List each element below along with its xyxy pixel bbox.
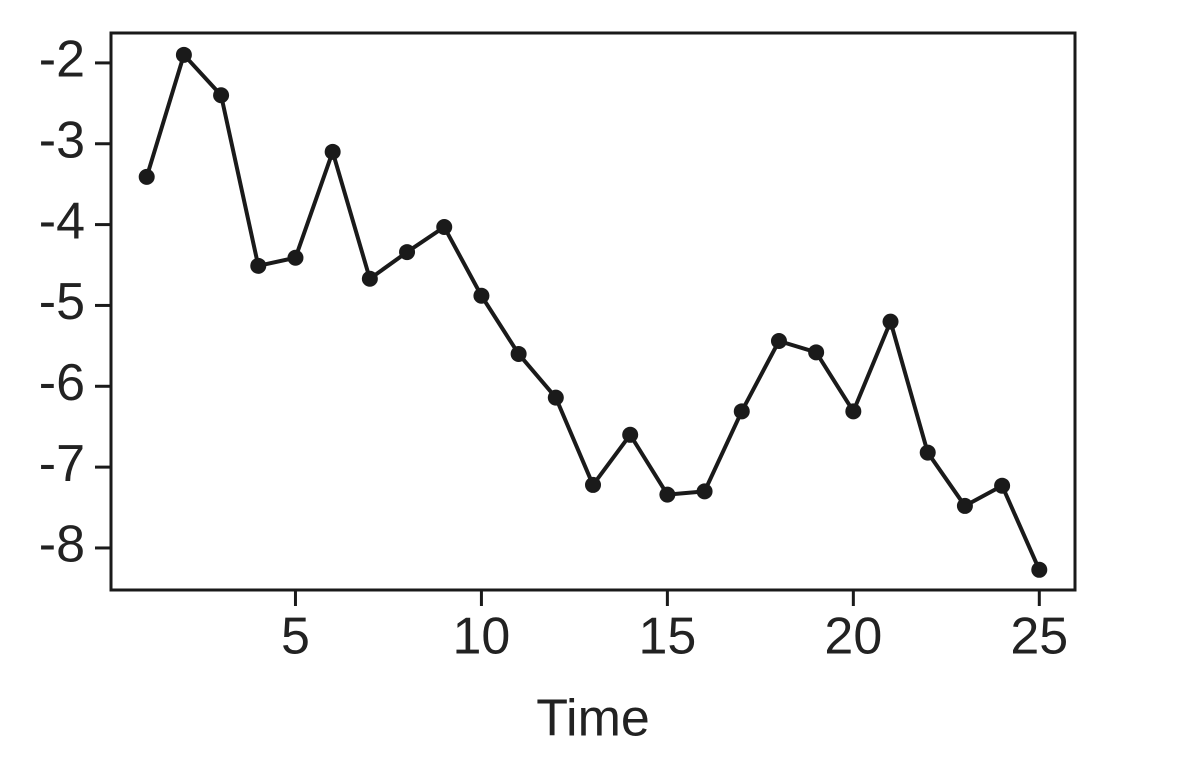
- point: [547, 389, 564, 406]
- point: [733, 403, 750, 420]
- point: [175, 46, 192, 63]
- point: [585, 476, 601, 493]
- point: [361, 270, 378, 287]
- point: [399, 244, 416, 261]
- x-tick-label: 15: [638, 608, 696, 666]
- point: [659, 486, 676, 503]
- y-tick-label: -3: [39, 111, 85, 169]
- point: [919, 444, 936, 461]
- y-tick-label: -4: [39, 192, 85, 250]
- x-tick-label: 20: [824, 608, 882, 666]
- point: [287, 249, 304, 266]
- point: [696, 483, 713, 500]
- y-tick-label: -7: [39, 435, 85, 493]
- x-axis-label: Time: [536, 690, 650, 748]
- x-tick-label: 5: [281, 608, 310, 666]
- y-tick-label: -8: [39, 516, 85, 574]
- y-tick-label: -2: [39, 31, 85, 89]
- point: [510, 345, 527, 362]
- point: [1031, 561, 1048, 578]
- x-tick-label: 10: [453, 608, 511, 666]
- point: [956, 497, 973, 514]
- point: [845, 403, 862, 420]
- point: [808, 344, 825, 361]
- plot-frame: [109, 31, 1077, 592]
- point: [250, 257, 267, 274]
- point: [882, 313, 899, 330]
- point: [324, 143, 341, 160]
- point: [138, 168, 155, 185]
- point: [213, 87, 230, 104]
- point: [622, 426, 639, 443]
- point: [770, 333, 787, 350]
- point: [436, 219, 453, 236]
- y-tick-label: -5: [39, 273, 85, 331]
- x-tick-label: 25: [1010, 608, 1068, 666]
- point: [473, 287, 490, 304]
- point: [994, 477, 1011, 494]
- y-tick-label: -6: [39, 354, 85, 412]
